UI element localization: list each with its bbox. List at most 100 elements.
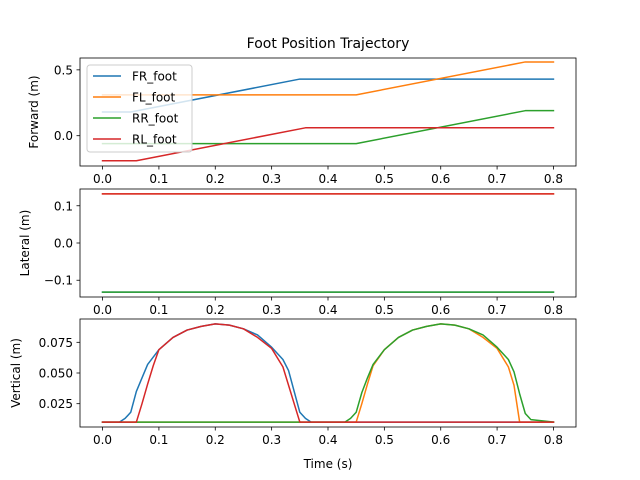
- data-point-RR_foot: [412, 329, 413, 330]
- data-point-RR_foot: [553, 110, 554, 111]
- data-point-FR_foot: [282, 359, 283, 360]
- data-point-RL_foot: [136, 160, 137, 161]
- subplot-2: 0.0 0.1 0.2 0.3 0.4 0.5 0.6 0.7 0.8 0.1 0.0 −0.1 Lat…: [18, 188, 577, 317]
- data-point-RR_foot: [355, 412, 356, 413]
- data-point-RR_foot: [468, 328, 469, 329]
- x-tick-label: 0.4: [318, 303, 337, 317]
- data-point-RL_foot: [172, 337, 173, 338]
- data-point-FL_foot: [508, 366, 509, 367]
- x-tick-label: 0.5: [375, 303, 394, 317]
- data-point-RR_foot: [384, 349, 385, 350]
- legend-item-RR_foot: RR_foot: [93, 112, 179, 126]
- data-point-FR_foot: [288, 370, 289, 371]
- y-tick-label: 0.075: [39, 336, 73, 350]
- data-point-FR_foot: [305, 418, 306, 419]
- subplot-1: 0.0 0.1 0.2 0.3 0.4 0.5 0.6 0.7 0.8 0.5 0.0 Forward…: [27, 57, 577, 186]
- data-point-RR_foot: [525, 110, 526, 111]
- data-point-RR_foot: [350, 418, 351, 419]
- data-point-FL_foot: [513, 385, 514, 386]
- x-tick-label: 0.1: [149, 433, 168, 447]
- series-line-RR_foot: [101, 323, 555, 423]
- data-point-RL_foot: [271, 348, 272, 349]
- legend: FR_foot FL_foot RR_foot RL_foot: [86, 64, 193, 153]
- y-tick-label: 0.050: [39, 367, 73, 381]
- subplot-3: 0.0 0.1 0.2 0.3 0.4 0.5 0.6 0.7 0.8 0.025 0.050 0.0…: [9, 318, 577, 447]
- legend-label: FL_foot: [132, 91, 175, 105]
- series-line-RL_foot: [101, 127, 555, 162]
- data-point-RL_foot: [293, 403, 294, 404]
- data-point-FR_foot: [130, 412, 131, 413]
- legend-label: RR_foot: [132, 112, 179, 126]
- data-point-RR_foot: [508, 359, 509, 360]
- x-tick-label: 0.8: [544, 433, 563, 447]
- data-point-FR_foot: [299, 412, 300, 413]
- legend-box: [86, 64, 193, 153]
- legend-label: RL_foot: [132, 133, 177, 147]
- data-point-RL_foot: [229, 324, 230, 325]
- x-tick-label: 0.2: [206, 433, 225, 447]
- y-tick-label: 0.5: [54, 63, 73, 77]
- data-point-FL_foot: [482, 337, 483, 338]
- data-point-RR_foot: [553, 291, 554, 292]
- x-tick-label: 0.5: [375, 433, 394, 447]
- series-group: [101, 193, 555, 293]
- data-point-RL_foot: [553, 127, 554, 128]
- data-point-FL_foot: [355, 94, 356, 95]
- data-point-RR_foot: [530, 419, 531, 420]
- y-axis-label: Lateral (m): [18, 210, 32, 277]
- x-tick-label: 0.7: [488, 433, 507, 447]
- x-tick-label: 0.3: [262, 303, 281, 317]
- x-tick-label: 0.8: [544, 172, 563, 186]
- x-tick-label: 0.6: [431, 433, 450, 447]
- data-point-FR_foot: [299, 78, 300, 79]
- y-tick-label: 0.0: [54, 129, 73, 143]
- plots-area: 0.0 0.1 0.2 0.3 0.4 0.5 0.6 0.7 0.8 0.5 0.0 Forward…: [9, 57, 577, 447]
- x-tick-label: 0.0: [93, 172, 112, 186]
- legend-item-FR_foot: FR_foot: [93, 70, 177, 84]
- y-tick-label: 0.0: [54, 237, 73, 251]
- data-point-RL_foot: [102, 193, 103, 194]
- x-tick-label: 0.6: [431, 303, 450, 317]
- data-point-RL_foot: [553, 193, 554, 194]
- x-tick-label: 0.4: [318, 433, 337, 447]
- y-tick-label: 0.1: [54, 199, 73, 213]
- x-tick-label: 0.6: [431, 172, 450, 186]
- data-point-RL_foot: [243, 328, 244, 329]
- y-axis-label: Forward (m): [27, 75, 41, 148]
- data-point-RL_foot: [305, 127, 306, 128]
- y-tick-label: −0.1: [44, 274, 73, 288]
- x-tick-label: 0.1: [149, 303, 168, 317]
- data-point-RL_foot: [147, 383, 148, 384]
- data-point-FR_foot: [257, 334, 258, 335]
- data-point-FL_foot: [525, 61, 526, 62]
- data-point-RL_foot: [288, 385, 289, 386]
- data-point-FL_foot: [553, 61, 554, 62]
- data-point-RR_foot: [372, 364, 373, 365]
- data-point-RR_foot: [367, 377, 368, 378]
- chart-title: Foot Position Trajectory: [247, 36, 410, 52]
- data-point-RL_foot: [299, 421, 300, 422]
- x-tick-label: 0.5: [375, 172, 394, 186]
- data-point-RL_foot: [257, 337, 258, 338]
- data-point-FR_foot: [147, 364, 148, 365]
- data-point-RR_foot: [482, 334, 483, 335]
- x-tick-label: 0.2: [206, 303, 225, 317]
- data-point-RR_foot: [426, 326, 427, 327]
- data-point-RR_foot: [496, 347, 497, 348]
- data-point-RL_foot: [186, 329, 187, 330]
- series-line-FL_foot: [101, 61, 555, 96]
- y-axis-label: Vertical (m): [9, 338, 23, 408]
- data-point-RL_foot: [102, 421, 103, 422]
- x-axis-label: Time (s): [303, 457, 353, 471]
- legend-item-RL_foot: RL_foot: [93, 133, 177, 147]
- series-line-RL_foot: [101, 323, 555, 423]
- x-tick-label: 0.0: [93, 303, 112, 317]
- data-point-RR_foot: [525, 413, 526, 414]
- data-point-RL_foot: [158, 349, 159, 350]
- data-point-RL_foot: [553, 421, 554, 422]
- data-point-RR_foot: [440, 323, 441, 324]
- x-tick-label: 0.4: [318, 172, 337, 186]
- x-tick-label: 0.3: [262, 433, 281, 447]
- series-group: [101, 323, 555, 423]
